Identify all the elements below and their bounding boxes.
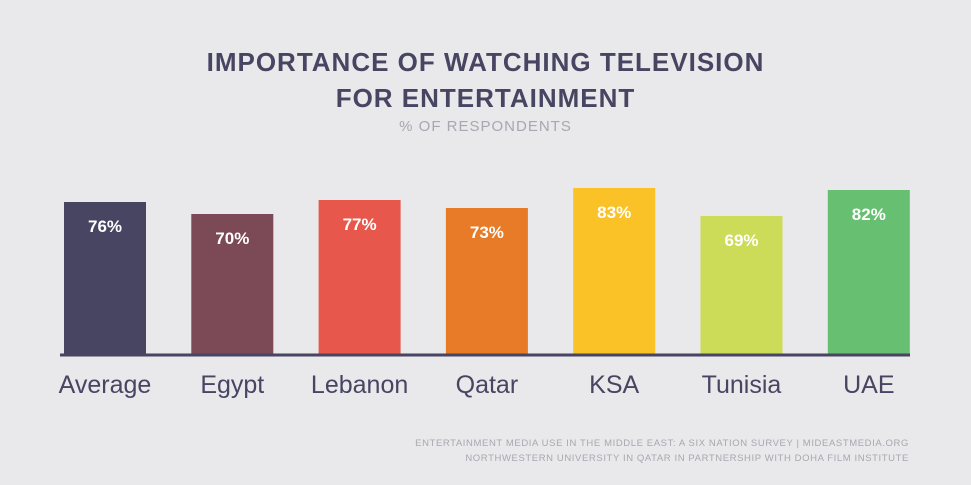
bar-value-label-ksa: 83% bbox=[597, 203, 631, 222]
bar-value-label-uae: 82% bbox=[852, 205, 886, 224]
category-label-lebanon: Lebanon bbox=[311, 371, 408, 399]
bar-value-label-average: 76% bbox=[88, 217, 122, 236]
chart-subtitle: % OF RESPONDENTS bbox=[399, 118, 572, 135]
bar-ksa bbox=[573, 188, 656, 354]
category-label-qatar: Qatar bbox=[456, 371, 519, 399]
chart-title-line-2: FOR ENTERTAINMENT bbox=[335, 83, 636, 113]
bar-uae bbox=[827, 190, 910, 354]
source-line-1: ENTERTAINMENT MEDIA USE IN THE MIDDLE EA… bbox=[415, 438, 909, 449]
category-label-ksa: KSA bbox=[589, 371, 639, 399]
bar-value-label-qatar: 73% bbox=[470, 223, 504, 242]
bar-value-label-egypt: 70% bbox=[215, 229, 249, 248]
bar-value-label-lebanon: 77% bbox=[343, 215, 377, 234]
category-label-average: Average bbox=[59, 371, 152, 399]
bar-egypt bbox=[191, 214, 274, 354]
bar-tunisia bbox=[700, 216, 783, 354]
category-label-tunisia: Tunisia bbox=[702, 371, 782, 399]
source-line-2: NORTHWESTERN UNIVERSITY IN QATAR IN PART… bbox=[465, 453, 909, 464]
bar-value-label-tunisia: 69% bbox=[724, 231, 758, 250]
category-label-egypt: Egypt bbox=[200, 371, 264, 399]
bar-average bbox=[64, 202, 146, 354]
bar-qatar bbox=[445, 208, 528, 354]
chart-title-line-1: IMPORTANCE OF WATCHING TELEVISION bbox=[206, 47, 765, 77]
category-label-uae: UAE bbox=[843, 371, 894, 399]
bar-lebanon bbox=[318, 200, 401, 354]
